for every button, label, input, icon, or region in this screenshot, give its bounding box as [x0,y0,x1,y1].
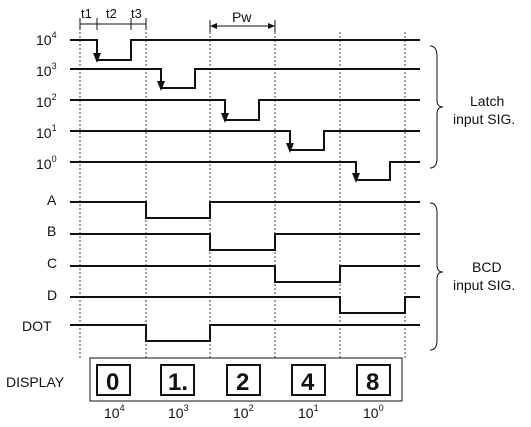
svg-text:103: 103 [36,61,57,79]
bcd-signal-labels: A B C D DOT [22,192,57,334]
display-position-labels: 104 103 102 101 100 [104,403,384,421]
svg-text:100: 100 [36,154,57,172]
svg-text:100: 100 [363,403,384,421]
display-pos-10e2: 10 [233,405,249,421]
display-pos-10e0: 10 [363,405,379,421]
bcd-label-dot: DOT [22,318,52,334]
latch-label-10e3: 10 [36,63,52,79]
bcd-label-c: C [47,255,57,271]
t2-label: t2 [106,6,117,21]
latch-label-10e2: 10 [36,94,52,110]
svg-text:102: 102 [36,92,57,110]
latch-label-10e1: 10 [36,125,52,141]
latch-label-10e0: 10 [36,156,52,172]
latch-waveforms [70,39,420,183]
latch-group-label-1: Latch [470,93,504,109]
bcd-waveform-b [70,233,420,251]
latch-waveform-10e0 [70,161,420,181]
display-label: DISPLAY [6,374,65,390]
svg-text:101: 101 [36,123,57,141]
bcd-label-a: A [47,192,57,208]
latch-label-10e4: 10 [36,32,52,48]
latch-waveform-10e4 [70,39,420,61]
display-digit-10e4: 0 [106,369,119,396]
bcd-waveform-c [70,265,420,283]
bcd-waveform-dot [70,324,420,342]
timing-annotations: t1 t2 t3 Pw [79,6,276,32]
t1-label: t1 [81,6,92,21]
svg-text:103: 103 [168,403,189,421]
display-digit-10e2: 2 [236,369,249,396]
display-digit-10e0: 8 [366,369,379,396]
latch-signal-labels: 104 103 102 101 100 [36,30,57,172]
latch-waveform-10e2 [70,99,420,121]
display-digit-10e3: 1. [168,369,188,396]
bcd-brace [429,202,444,351]
latch-waveform-10e3 [70,68,420,89]
bcd-label-d: D [47,287,57,303]
display-pos-10e4: 10 [104,405,120,421]
latch-brace [429,45,444,169]
t3-label: t3 [131,6,142,21]
display-digit-10e1: 4 [301,369,315,396]
bcd-label-b: B [47,223,56,239]
latch-waveform-10e1 [70,130,420,151]
svg-text:104: 104 [36,30,57,48]
bcd-group-label-1: BCD [472,259,502,275]
display-pos-10e3: 10 [168,405,184,421]
svg-text:101: 101 [298,403,319,421]
pw-label: Pw [232,9,252,25]
latch-group-label-2: input SIG. [453,111,515,127]
display-frame [89,357,403,402]
bcd-waveform-d [70,296,420,314]
bcd-waveform-a [70,201,420,219]
bcd-waveforms [70,201,420,342]
display-digits: 0 1. 2 4 8 [96,364,391,396]
bcd-group-label-2: input SIG. [453,277,515,293]
display-pos-10e1: 10 [298,405,314,421]
svg-text:102: 102 [233,403,254,421]
time-markers [79,32,406,358]
svg-text:104: 104 [104,403,125,421]
